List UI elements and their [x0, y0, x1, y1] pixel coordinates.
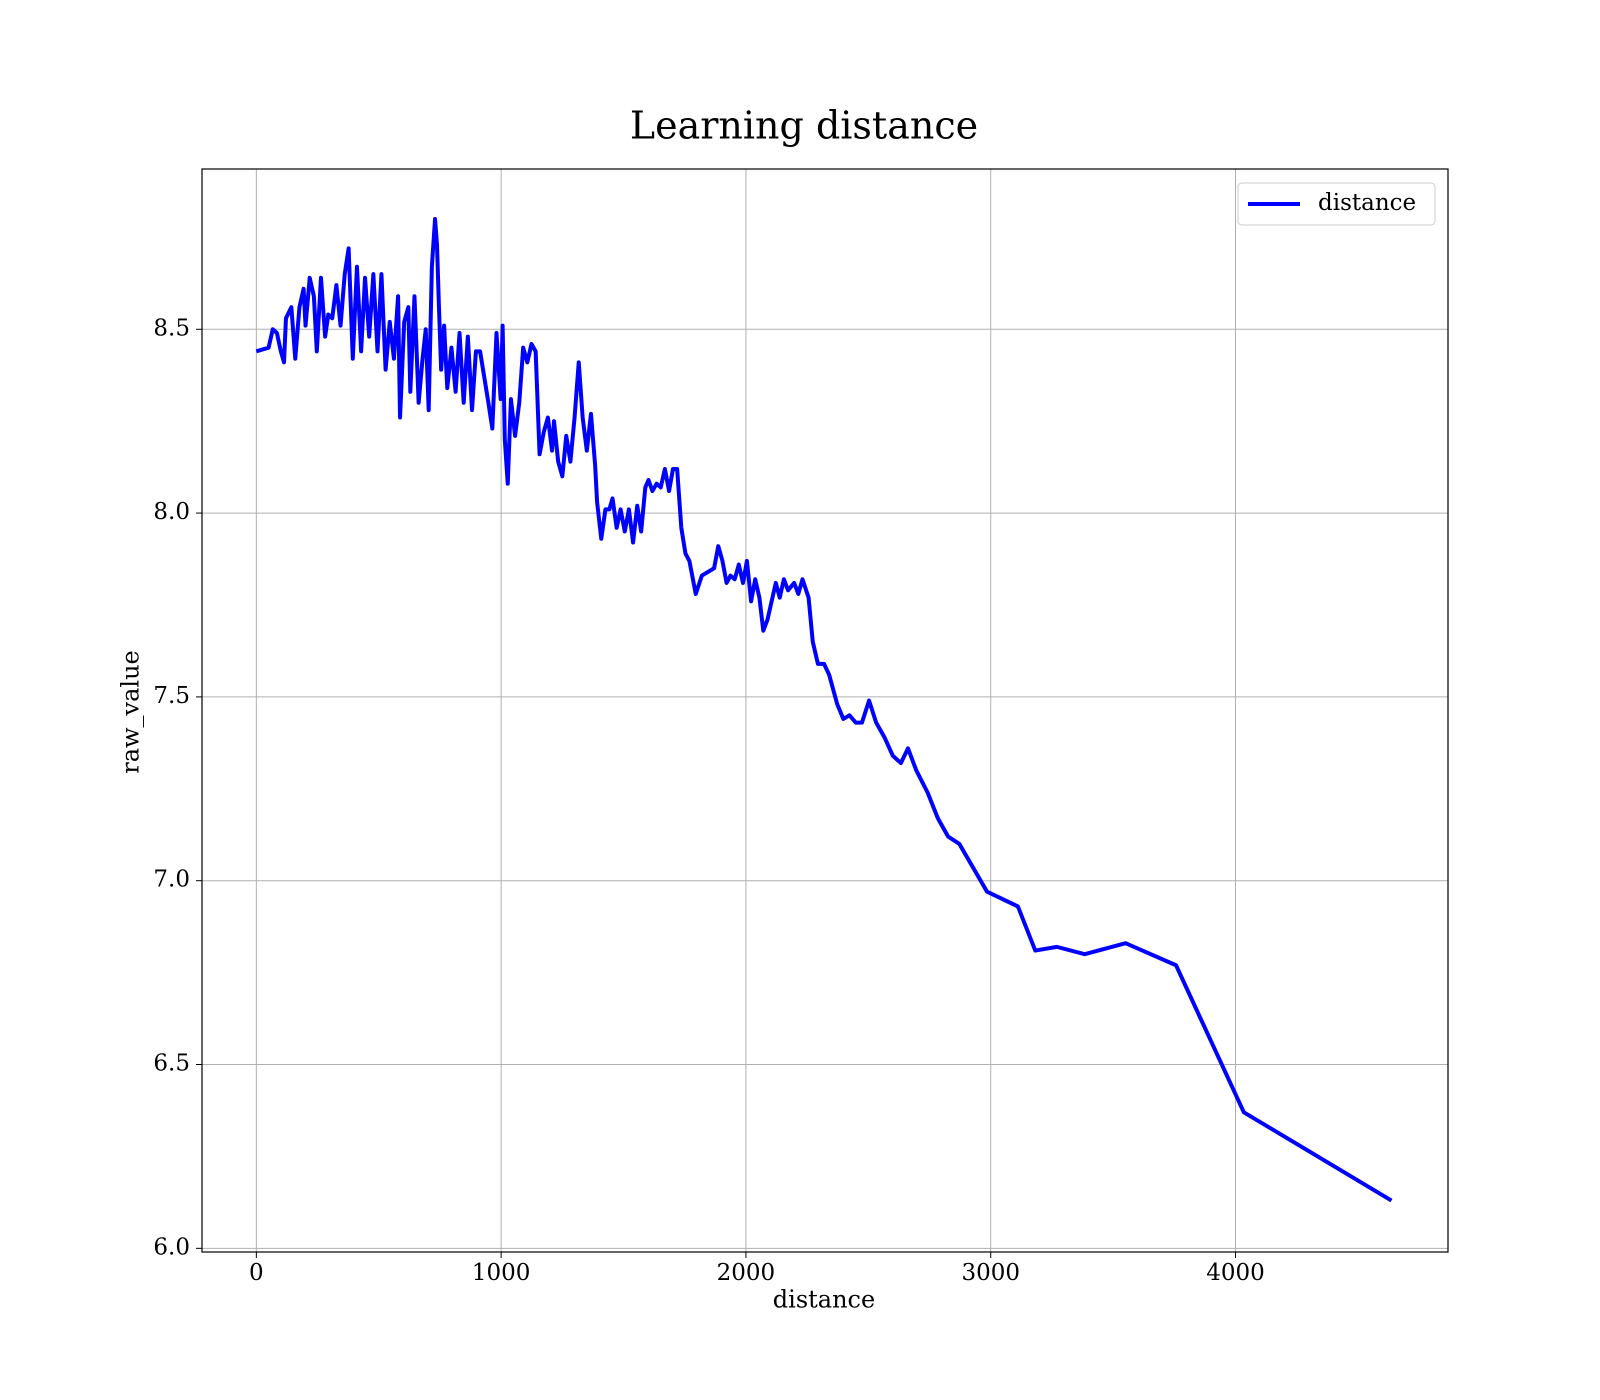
y-tick-label: 8.0	[153, 499, 190, 525]
y-tick-label: 7.0	[153, 867, 190, 893]
x-tick-label: 4000	[1206, 1260, 1265, 1286]
plot-frame	[201, 168, 1449, 1253]
x-tick-label: 0	[249, 1260, 264, 1286]
y-tick-label: 7.5	[153, 683, 190, 709]
y-tick-label: 8.5	[153, 315, 190, 341]
legend-box	[1237, 182, 1436, 226]
y-tick-label: 6.5	[153, 1051, 190, 1077]
x-tick-label: 2000	[717, 1260, 776, 1286]
chart-title: Learning distance	[630, 104, 978, 148]
x-axis-label: distance	[773, 1286, 875, 1314]
x-tick-label: 1000	[472, 1260, 531, 1286]
legend-label: distance	[1318, 190, 1416, 216]
y-tick-label: 6.0	[153, 1234, 190, 1260]
y-axis-label: raw_value	[117, 650, 145, 774]
data-line	[255, 216, 1393, 1203]
x-tick-label: 3000	[961, 1260, 1020, 1286]
